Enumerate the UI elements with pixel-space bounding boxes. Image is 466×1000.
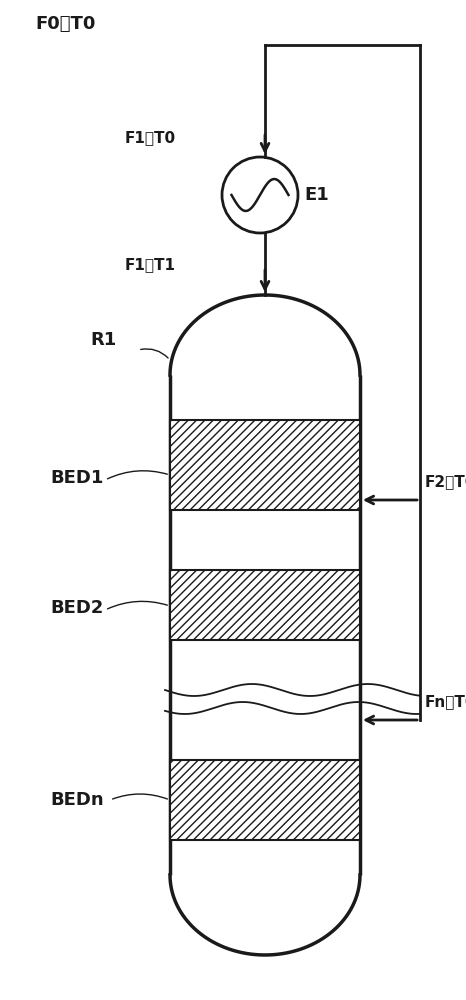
Text: F0、T0: F0、T0 [35, 15, 96, 33]
Text: BEDn: BEDn [50, 791, 103, 809]
Text: R1: R1 [90, 331, 116, 349]
Text: BED2: BED2 [50, 599, 103, 617]
Bar [170, 570, 360, 640]
Text: F1、T0: F1、T0 [125, 130, 176, 145]
Bar [170, 760, 360, 840]
Bar [170, 420, 360, 510]
Text: Fn、T0: Fn、T0 [425, 694, 466, 710]
Text: F2、T0: F2、T0 [425, 475, 466, 489]
Text: BED1: BED1 [50, 469, 103, 487]
Text: F1、T1: F1、T1 [125, 257, 176, 272]
Text: E1: E1 [304, 186, 329, 204]
